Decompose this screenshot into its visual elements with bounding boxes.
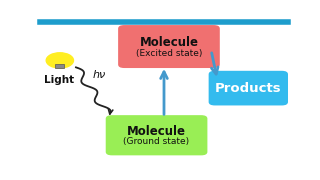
Circle shape [46,53,74,68]
Text: (Excited state): (Excited state) [136,49,202,58]
Text: Molecule: Molecule [127,125,186,138]
FancyBboxPatch shape [55,64,64,68]
FancyBboxPatch shape [106,115,207,155]
FancyBboxPatch shape [118,25,220,68]
Text: hν: hν [92,70,106,80]
Text: (Ground state): (Ground state) [124,137,190,146]
Text: Molecule: Molecule [140,36,198,49]
Text: Light: Light [44,75,74,85]
FancyBboxPatch shape [209,71,288,105]
Text: Products: Products [215,82,282,95]
